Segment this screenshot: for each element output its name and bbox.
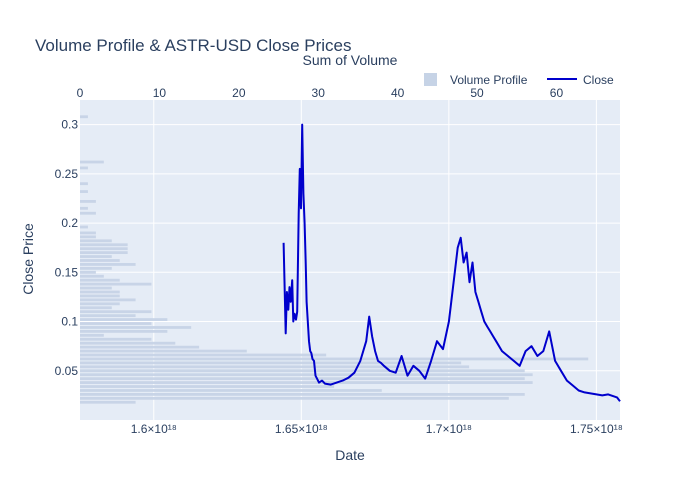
volume-bar [80, 298, 136, 302]
volume-bar [80, 247, 128, 251]
volume-bar [80, 377, 525, 381]
volume-bar [80, 160, 104, 164]
y-tick-label: 0.2 [61, 216, 78, 230]
x-tick-label: 1.7×10¹⁸ [426, 422, 472, 436]
y-tick-label: 0.25 [55, 167, 79, 181]
volume-bar [80, 239, 112, 243]
y-axis-title: Close Price [20, 223, 36, 295]
volume-bar [80, 396, 509, 400]
volume-bar [80, 341, 176, 345]
y-tick-label: 0.1 [61, 315, 78, 329]
top-axis-ticks: 0 10 20 30 40 50 60 [77, 86, 564, 100]
x-axis-title: Date [335, 447, 365, 463]
volume-bar [80, 389, 382, 392]
close-price-line [282, 123, 621, 402]
volume-bar [80, 259, 120, 262]
top-tick-label: 40 [391, 86, 405, 100]
volume-bar [80, 235, 96, 239]
volume-bar [80, 369, 525, 373]
volume-bar [80, 357, 589, 361]
x-tick-label: 1.65×10¹⁸ [275, 422, 328, 436]
volume-bar [80, 333, 104, 337]
volume-bar [80, 326, 192, 329]
volume-bar [80, 166, 88, 170]
chart-title: Volume Profile & ASTR-USD Close Prices [35, 36, 352, 55]
volume-bar [80, 211, 96, 215]
volume-bar [80, 361, 462, 365]
legend-label-close: Close [583, 73, 614, 87]
volume-bar [80, 400, 136, 404]
volume-bar [80, 286, 112, 290]
y-axis-ticks: 0.05 0.1 0.15 0.2 0.25 0.3 [55, 118, 79, 378]
top-tick-label: 10 [153, 86, 167, 100]
volume-bar [80, 365, 470, 369]
volume-bar [80, 302, 120, 306]
volume-bar [80, 353, 327, 357]
volume-bar [80, 206, 88, 210]
volume-bar [80, 373, 533, 377]
volume-bar [80, 318, 168, 321]
legend-label-volume-profile: Volume Profile [450, 73, 528, 87]
y-tick-label: 0.05 [55, 364, 79, 378]
volume-bar [80, 243, 128, 247]
top-axis-title: Sum of Volume [303, 52, 398, 68]
volume-bar [80, 322, 152, 325]
volume-bar [80, 263, 136, 266]
top-tick-label: 60 [550, 86, 564, 100]
volume-bar [80, 314, 136, 318]
volume-bar [80, 381, 533, 384]
volume-bar [80, 385, 335, 388]
top-tick-label: 20 [232, 86, 246, 100]
volume-bar [80, 290, 120, 294]
volume-bar [80, 349, 247, 353]
volume-bar [80, 393, 525, 396]
volume-bar [80, 329, 168, 333]
x-axis-ticks: 1.6×10¹⁸ 1.65×10¹⁸ 1.7×10¹⁸ 1.75×10¹⁸ [131, 422, 623, 436]
volume-bar [80, 306, 112, 310]
y-tick-label: 0.15 [55, 265, 79, 279]
volume-bar [80, 337, 152, 341]
volume-bar [80, 274, 104, 278]
y-tick-label: 0.3 [61, 118, 78, 132]
volume-bar [80, 200, 96, 203]
x-tick-label: 1.6×10¹⁸ [131, 422, 177, 436]
volume-bar [80, 278, 120, 282]
legend-swatch-volume-profile [424, 73, 437, 86]
volume-bar [80, 251, 128, 255]
volume-bar [80, 190, 88, 193]
top-tick-label: 0 [77, 86, 84, 100]
volume-bar [80, 115, 88, 119]
volume-bar [80, 231, 96, 235]
volume-profile-bars [80, 115, 589, 404]
volume-bar [80, 345, 200, 349]
volume-bar [80, 282, 152, 286]
volume-bar [80, 255, 112, 258]
volume-bar [80, 270, 96, 274]
legend-item-volume-profile[interactable]: Volume Profile [424, 73, 528, 87]
volume-bar [80, 225, 88, 229]
top-tick-label: 30 [312, 86, 326, 100]
x-tick-label: 1.75×10¹⁸ [570, 422, 623, 436]
top-tick-label: 50 [470, 86, 484, 100]
legend[interactable]: Volume Profile Close [424, 73, 614, 87]
volume-bar [80, 294, 120, 298]
volume-bar [80, 266, 112, 270]
legend-item-close[interactable]: Close [547, 73, 614, 87]
volume-bar [80, 310, 152, 314]
volume-bar [80, 182, 88, 186]
